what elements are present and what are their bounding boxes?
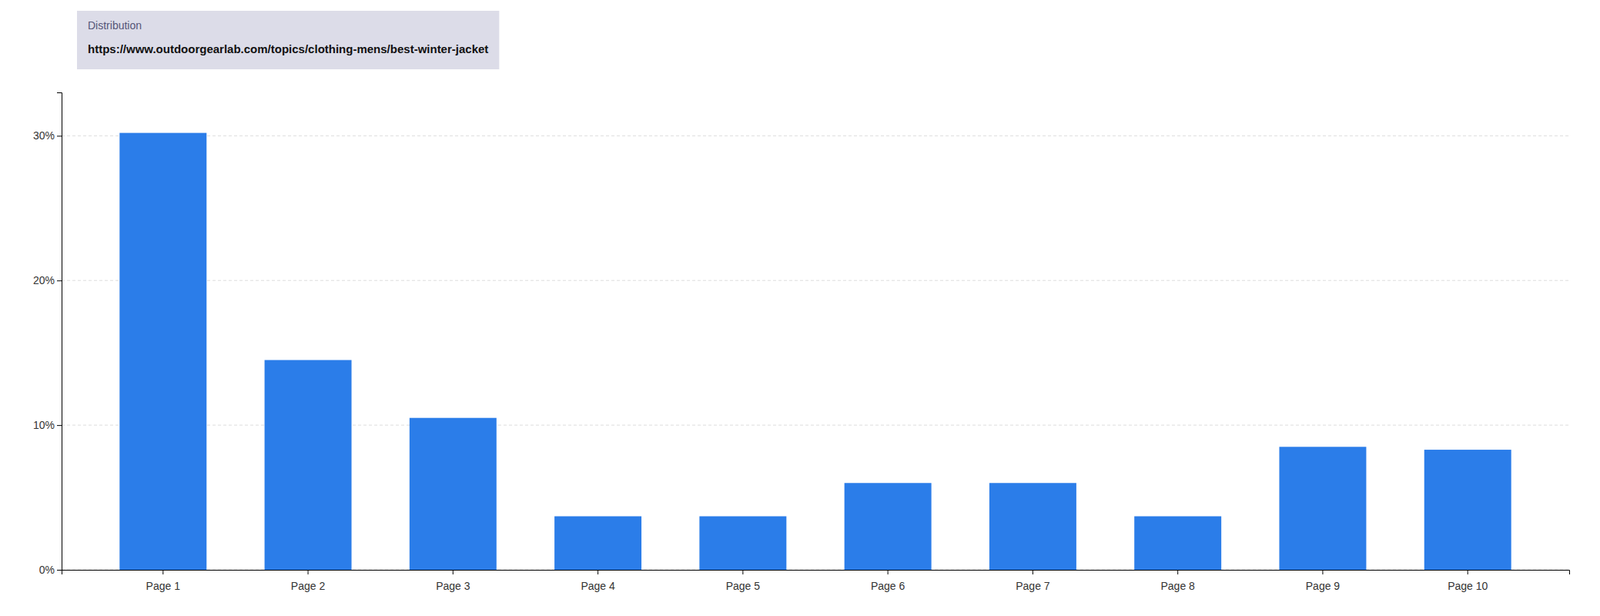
x-tick-label: Page 6: [870, 579, 906, 593]
x-tick: Page 9: [1305, 569, 1341, 593]
x-tick: Page 6: [870, 569, 906, 593]
x-tick-label: Page 7: [1015, 579, 1051, 593]
grid: [61, 135, 1570, 570]
y-tick-label: 20%: [33, 274, 55, 287]
tooltip-text: https://www.outdoorgearlab.com/topics/cl…: [87, 42, 489, 56]
tooltip-title: Distribution: [87, 19, 142, 32]
x-tick-mark: [887, 569, 889, 575]
x-tick-mark: [1177, 569, 1179, 575]
y-tick-label: 30%: [33, 129, 55, 142]
bar: [1278, 446, 1366, 570]
x-tick: Page 3: [435, 569, 471, 593]
bar: [844, 482, 932, 570]
x-tick: Page 2: [291, 569, 326, 593]
x-tick-label: Page 4: [580, 579, 616, 593]
x-axis-line: [62, 570, 1570, 576]
x-tick-label: Page 2: [291, 579, 326, 593]
bar: [409, 418, 497, 570]
x-tick-label: Page 5: [726, 579, 761, 593]
bar: [554, 515, 642, 570]
y-tick-mark: [56, 425, 62, 426]
x-tick-label: Page 10: [1447, 579, 1488, 593]
y-axis: 0% 10% 20% 30%: [33, 93, 63, 576]
tooltip-box: [76, 10, 499, 70]
x-tick-label: Page 3: [435, 579, 471, 593]
bar: [119, 133, 207, 570]
bars: [119, 133, 1511, 570]
y-tick-mark: [56, 569, 62, 571]
bar: [989, 482, 1077, 570]
y-tick-label: 10%: [33, 418, 55, 432]
x-tick: Page 10: [1447, 569, 1488, 593]
y-tick-label: 0%: [39, 563, 55, 576]
y-tick: 20%: [33, 274, 62, 287]
bar: [1134, 515, 1222, 570]
x-tick: Page 1: [146, 569, 181, 593]
x-tick: Page 4: [580, 569, 616, 593]
y-tick-mark: [56, 280, 62, 282]
x-axis: Page 1 Page 2 Page 3 Page 4 Page 5 Page 6 Page…: [62, 569, 1570, 593]
bar: [264, 360, 352, 570]
x-tick-label: Page 1: [146, 579, 181, 593]
x-tick-mark: [742, 569, 744, 575]
x-tick-mark: [162, 569, 164, 575]
x-tick: Page 7: [1015, 569, 1051, 593]
y-axis-line: [56, 93, 63, 571]
x-tick-mark: [452, 569, 454, 575]
x-tick-mark: [1467, 569, 1469, 575]
bar: [699, 515, 787, 570]
x-tick-mark: [1322, 569, 1323, 575]
y-tick-mark: [56, 135, 62, 137]
plot: Page 1 Page 2 Page 3 Page 4 Page 5 Page 6 Page…: [33, 93, 1570, 593]
y-tick: 10%: [33, 418, 62, 432]
x-tick-label: Page 8: [1160, 579, 1195, 593]
x-tick-mark: [307, 569, 309, 575]
bar: [1424, 449, 1512, 570]
y-tick: 30%: [33, 129, 62, 142]
x-tick: Page 5: [726, 569, 761, 593]
y-tick: 0%: [39, 563, 62, 576]
x-tick-label: Page 9: [1305, 579, 1341, 593]
tooltip: Distribution https://www.outdoorgearlab.c…: [76, 10, 499, 70]
x-tick-mark: [1032, 569, 1034, 575]
chart: Page 1 Page 2 Page 3 Page 4 Page 5 Page 6 Page…: [0, 0, 1600, 616]
x-tick-mark: [597, 569, 599, 575]
grid-line: [61, 135, 1570, 137]
x-tick: Page 8: [1160, 569, 1195, 593]
grid-line: [61, 280, 1570, 282]
